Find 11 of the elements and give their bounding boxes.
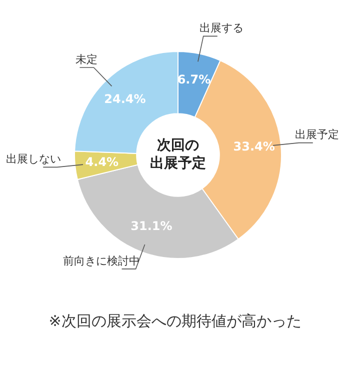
slice-label: 出展しない <box>6 152 62 166</box>
slice-label: 未定 <box>76 52 98 66</box>
slice-label: 前向きに検討中 <box>62 254 140 268</box>
data-label: 6.7% <box>177 72 211 86</box>
data-label: 33.4% <box>233 139 275 154</box>
slice-label: 出展する <box>199 22 244 35</box>
text: 次回の出展予定 <box>150 138 206 172</box>
text: ※次回の展示会への期待値が高かった <box>48 312 302 331</box>
data-label: 4.4% <box>85 154 119 169</box>
data-label: 24.4% <box>104 92 146 106</box>
slice-label: 出展予定 <box>294 128 339 142</box>
